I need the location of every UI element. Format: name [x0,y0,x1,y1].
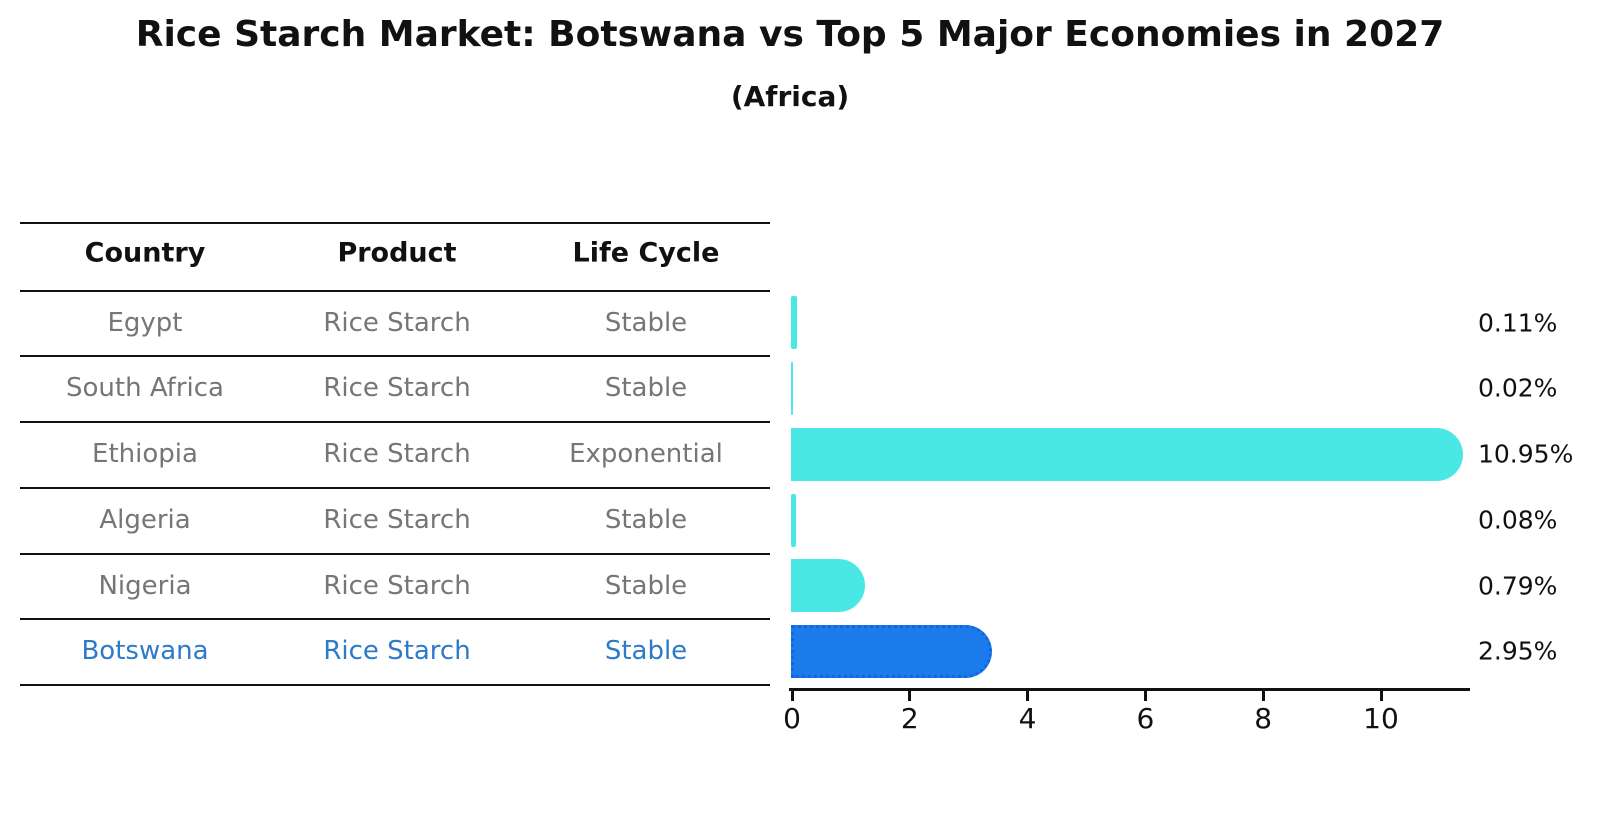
x-axis-tick-label: 0 [783,702,801,735]
value-label: 10.95% [1478,439,1574,469]
x-axis-tick [1026,691,1030,701]
table-rule [20,355,770,357]
table-cell-country: Egypt [107,307,183,338]
table-rule [20,222,770,224]
table-cell-life_cycle: Stable [604,505,688,535]
value-label: 0.08% [1478,505,1558,535]
table-header-cell: Country [84,237,206,269]
x-axis-tick-label: 10 [1363,702,1399,735]
table-cell-product: Rice Starch [323,373,471,403]
chart-subtitle: (Africa) [730,80,850,113]
table-cell-product: Rice Starch [323,636,471,666]
x-axis-line [789,688,1470,691]
table-rule [20,684,770,686]
table-rule [20,290,770,292]
x-axis-tick [1261,691,1265,701]
table-rule [20,553,770,555]
table-cell-country: Algeria [99,505,191,535]
table-cell-product: Rice Starch [323,570,471,601]
table-cell-life_cycle: Exponential [569,439,723,469]
value-label: 0.79% [1478,571,1558,600]
x-axis-tick-label: 4 [1018,702,1037,735]
table-header-cell: Life Cycle [572,237,720,269]
table-rule [20,618,770,620]
table-cell-country: Nigeria [98,570,192,601]
x-axis-tick-label: 8 [1254,702,1273,735]
table-cell-product: Rice Starch [323,505,471,535]
x-axis-tick [1143,691,1147,701]
bar [791,427,1463,481]
table-cell-life_cycle: Stable [604,570,688,601]
chart-title: Rice Starch Market: Botswana vs Top 5 Ma… [135,14,1445,55]
table-rule [20,487,770,489]
table-cell-life_cycle: Stable [604,307,688,338]
table-cell-country: Botswana [81,636,209,666]
table-cell-product: Rice Starch [323,439,471,469]
value-label: 0.11% [1478,308,1558,337]
x-axis-tick [790,691,794,701]
table-header-cell: Product [337,237,457,269]
table-cell-country: South Africa [66,373,224,403]
bar [791,559,865,612]
x-axis-tick-label: 6 [1136,702,1155,735]
table-cell-product: Rice Starch [323,307,471,338]
x-axis-tick [908,691,912,701]
table-cell-life_cycle: Stable [604,373,688,403]
table-cell-life_cycle: Stable [604,636,688,666]
value-label: 0.02% [1478,373,1558,403]
table-rule [20,421,770,423]
bar [791,361,793,415]
x-axis-tick-label: 2 [900,702,919,735]
value-label: 2.95% [1478,636,1558,666]
bar [791,493,796,547]
highlight-bar [791,624,992,678]
x-axis-tick [1379,691,1383,701]
table-cell-country: Ethiopia [92,439,198,469]
bar [791,296,798,349]
